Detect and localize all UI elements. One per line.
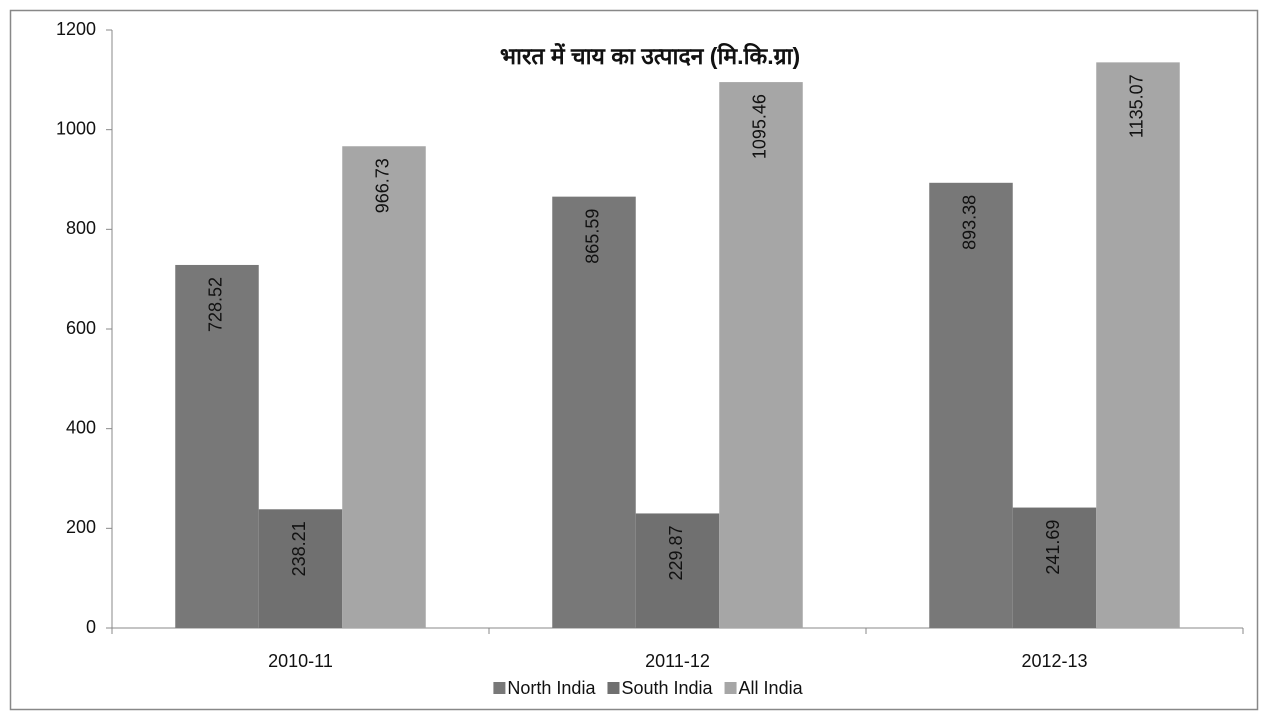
data-label: 238.21: [289, 521, 309, 576]
bar: [635, 513, 720, 628]
legend-swatch: [607, 682, 620, 694]
data-label: 728.52: [206, 277, 226, 332]
y-tick-label: 1000: [56, 118, 96, 138]
y-tick-label: 400: [66, 417, 96, 437]
bar: [342, 146, 426, 628]
data-label: 1135.07: [1127, 74, 1147, 138]
bar: [719, 82, 803, 628]
x-tick-label: 2011-12: [645, 651, 710, 671]
legend-swatch: [724, 682, 737, 694]
bar: [929, 182, 1013, 629]
y-tick-label: 600: [66, 318, 96, 338]
chart-title: भारत में चाय का उत्पादन (मि.कि.ग्रा): [500, 42, 800, 69]
y-tick-label: 200: [66, 517, 96, 537]
x-tick-label: 2010-11: [268, 651, 333, 671]
legend-label: All India: [739, 678, 804, 698]
legend-label: South India: [621, 678, 713, 698]
legend-label: North India: [507, 678, 596, 698]
legend-swatch: [493, 682, 506, 694]
data-label: 966.73: [373, 158, 393, 213]
y-tick-label: 0: [86, 617, 96, 637]
bar: [258, 509, 343, 628]
data-label: 865.59: [583, 209, 603, 264]
data-label: 1095.46: [750, 94, 770, 159]
bar: [1096, 62, 1180, 628]
y-tick-label: 1200: [56, 19, 96, 39]
data-label: 893.38: [960, 195, 980, 250]
bar: [552, 196, 636, 628]
data-label: 229.87: [666, 525, 686, 580]
bar: [175, 264, 259, 628]
x-tick-label: 2012-13: [1021, 651, 1087, 671]
bar: [1012, 507, 1097, 628]
data-label: 241.69: [1043, 520, 1063, 575]
y-tick-label: 800: [66, 218, 96, 238]
